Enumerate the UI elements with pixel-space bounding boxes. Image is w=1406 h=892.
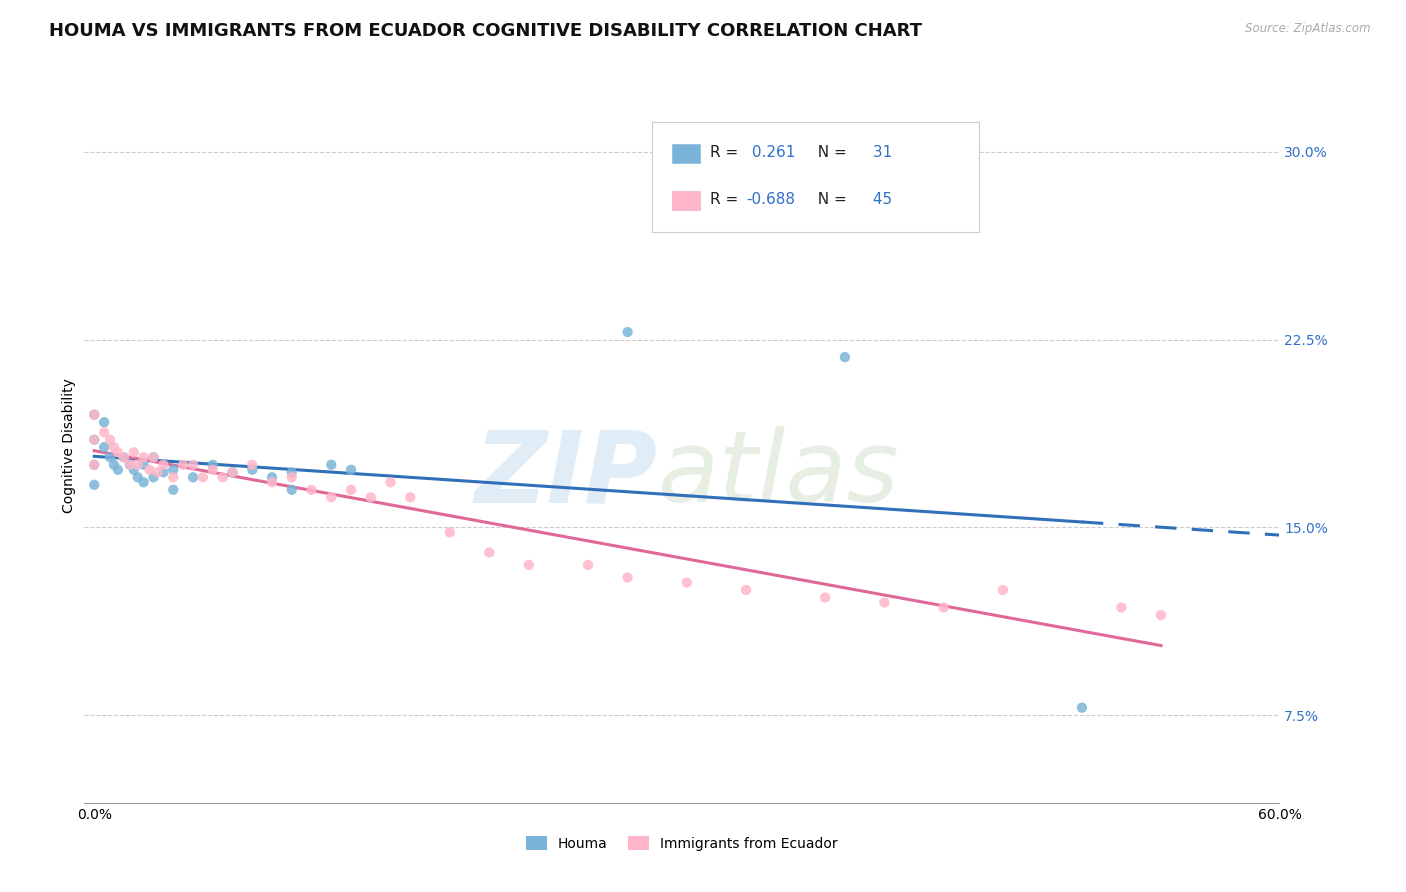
Point	[122, 445, 145, 459]
Point	[152, 458, 174, 472]
Text: R =: R =	[710, 192, 744, 207]
Point	[814, 591, 837, 605]
Point	[321, 458, 343, 472]
Point	[138, 463, 160, 477]
Point	[93, 440, 115, 454]
Legend: Houma, Immigrants from Ecuador: Houma, Immigrants from Ecuador	[520, 830, 844, 856]
Point	[260, 470, 283, 484]
Point	[676, 575, 699, 590]
Point	[132, 475, 155, 490]
Point	[211, 470, 233, 484]
Point	[240, 463, 263, 477]
Point	[83, 478, 105, 492]
Point	[162, 483, 184, 497]
Text: HOUMA VS IMMIGRANTS FROM ECUADOR COGNITIVE DISABILITY CORRELATION CHART: HOUMA VS IMMIGRANTS FROM ECUADOR COGNITI…	[49, 22, 922, 40]
Point	[201, 463, 224, 477]
Point	[162, 463, 184, 477]
Point	[83, 433, 105, 447]
Point	[301, 483, 323, 497]
Point	[340, 463, 363, 477]
Point	[201, 458, 224, 472]
Point	[112, 450, 135, 465]
Point	[127, 458, 149, 472]
Text: atlas: atlas	[658, 426, 900, 523]
Point	[181, 458, 204, 472]
Point	[735, 582, 758, 597]
Text: N =: N =	[808, 145, 852, 160]
Point	[517, 558, 540, 572]
Point	[146, 465, 169, 479]
Point	[1150, 607, 1173, 622]
Point	[152, 465, 174, 479]
Point	[576, 558, 599, 572]
Point	[127, 470, 149, 484]
Point	[142, 450, 165, 465]
Point	[118, 458, 141, 472]
Text: 0.261: 0.261	[747, 145, 794, 160]
Text: ZIP: ZIP	[475, 426, 658, 523]
Point	[118, 458, 141, 472]
Point	[122, 463, 145, 477]
Point	[107, 463, 129, 477]
Point	[240, 458, 263, 472]
Point	[172, 458, 194, 472]
Point	[132, 450, 155, 465]
Point	[478, 545, 501, 559]
Point	[616, 570, 638, 584]
Point	[142, 470, 165, 484]
Point	[103, 458, 125, 472]
Point	[439, 525, 461, 540]
Point	[103, 440, 125, 454]
Point	[321, 491, 343, 505]
Text: R =: R =	[710, 145, 744, 160]
Point	[191, 470, 214, 484]
Point	[83, 458, 105, 472]
Point	[83, 458, 105, 472]
Y-axis label: Cognitive Disability: Cognitive Disability	[62, 378, 76, 514]
Point	[142, 450, 165, 465]
Point	[281, 483, 304, 497]
Point	[83, 408, 105, 422]
Point	[132, 458, 155, 472]
Text: 31: 31	[868, 145, 891, 160]
Point	[93, 415, 115, 429]
Point	[221, 465, 243, 479]
Point	[83, 433, 105, 447]
Point	[360, 491, 382, 505]
Point	[112, 450, 135, 465]
Point	[932, 600, 955, 615]
Point	[1071, 700, 1094, 714]
Point	[1111, 600, 1133, 615]
Point	[221, 465, 243, 479]
Point	[181, 470, 204, 484]
Point	[98, 450, 121, 465]
Text: -0.688: -0.688	[747, 192, 796, 207]
Text: Source: ZipAtlas.com: Source: ZipAtlas.com	[1246, 22, 1371, 36]
Point	[340, 483, 363, 497]
Point	[281, 470, 304, 484]
Point	[873, 595, 896, 609]
Point	[162, 470, 184, 484]
Point	[991, 582, 1014, 597]
Text: 45: 45	[868, 192, 891, 207]
Text: N =: N =	[808, 192, 852, 207]
Point	[281, 465, 304, 479]
Point	[399, 491, 422, 505]
Point	[107, 445, 129, 459]
Point	[834, 350, 856, 364]
Point	[380, 475, 402, 490]
Point	[98, 433, 121, 447]
Point	[83, 408, 105, 422]
Point	[93, 425, 115, 440]
Point	[260, 475, 283, 490]
Point	[616, 325, 638, 339]
